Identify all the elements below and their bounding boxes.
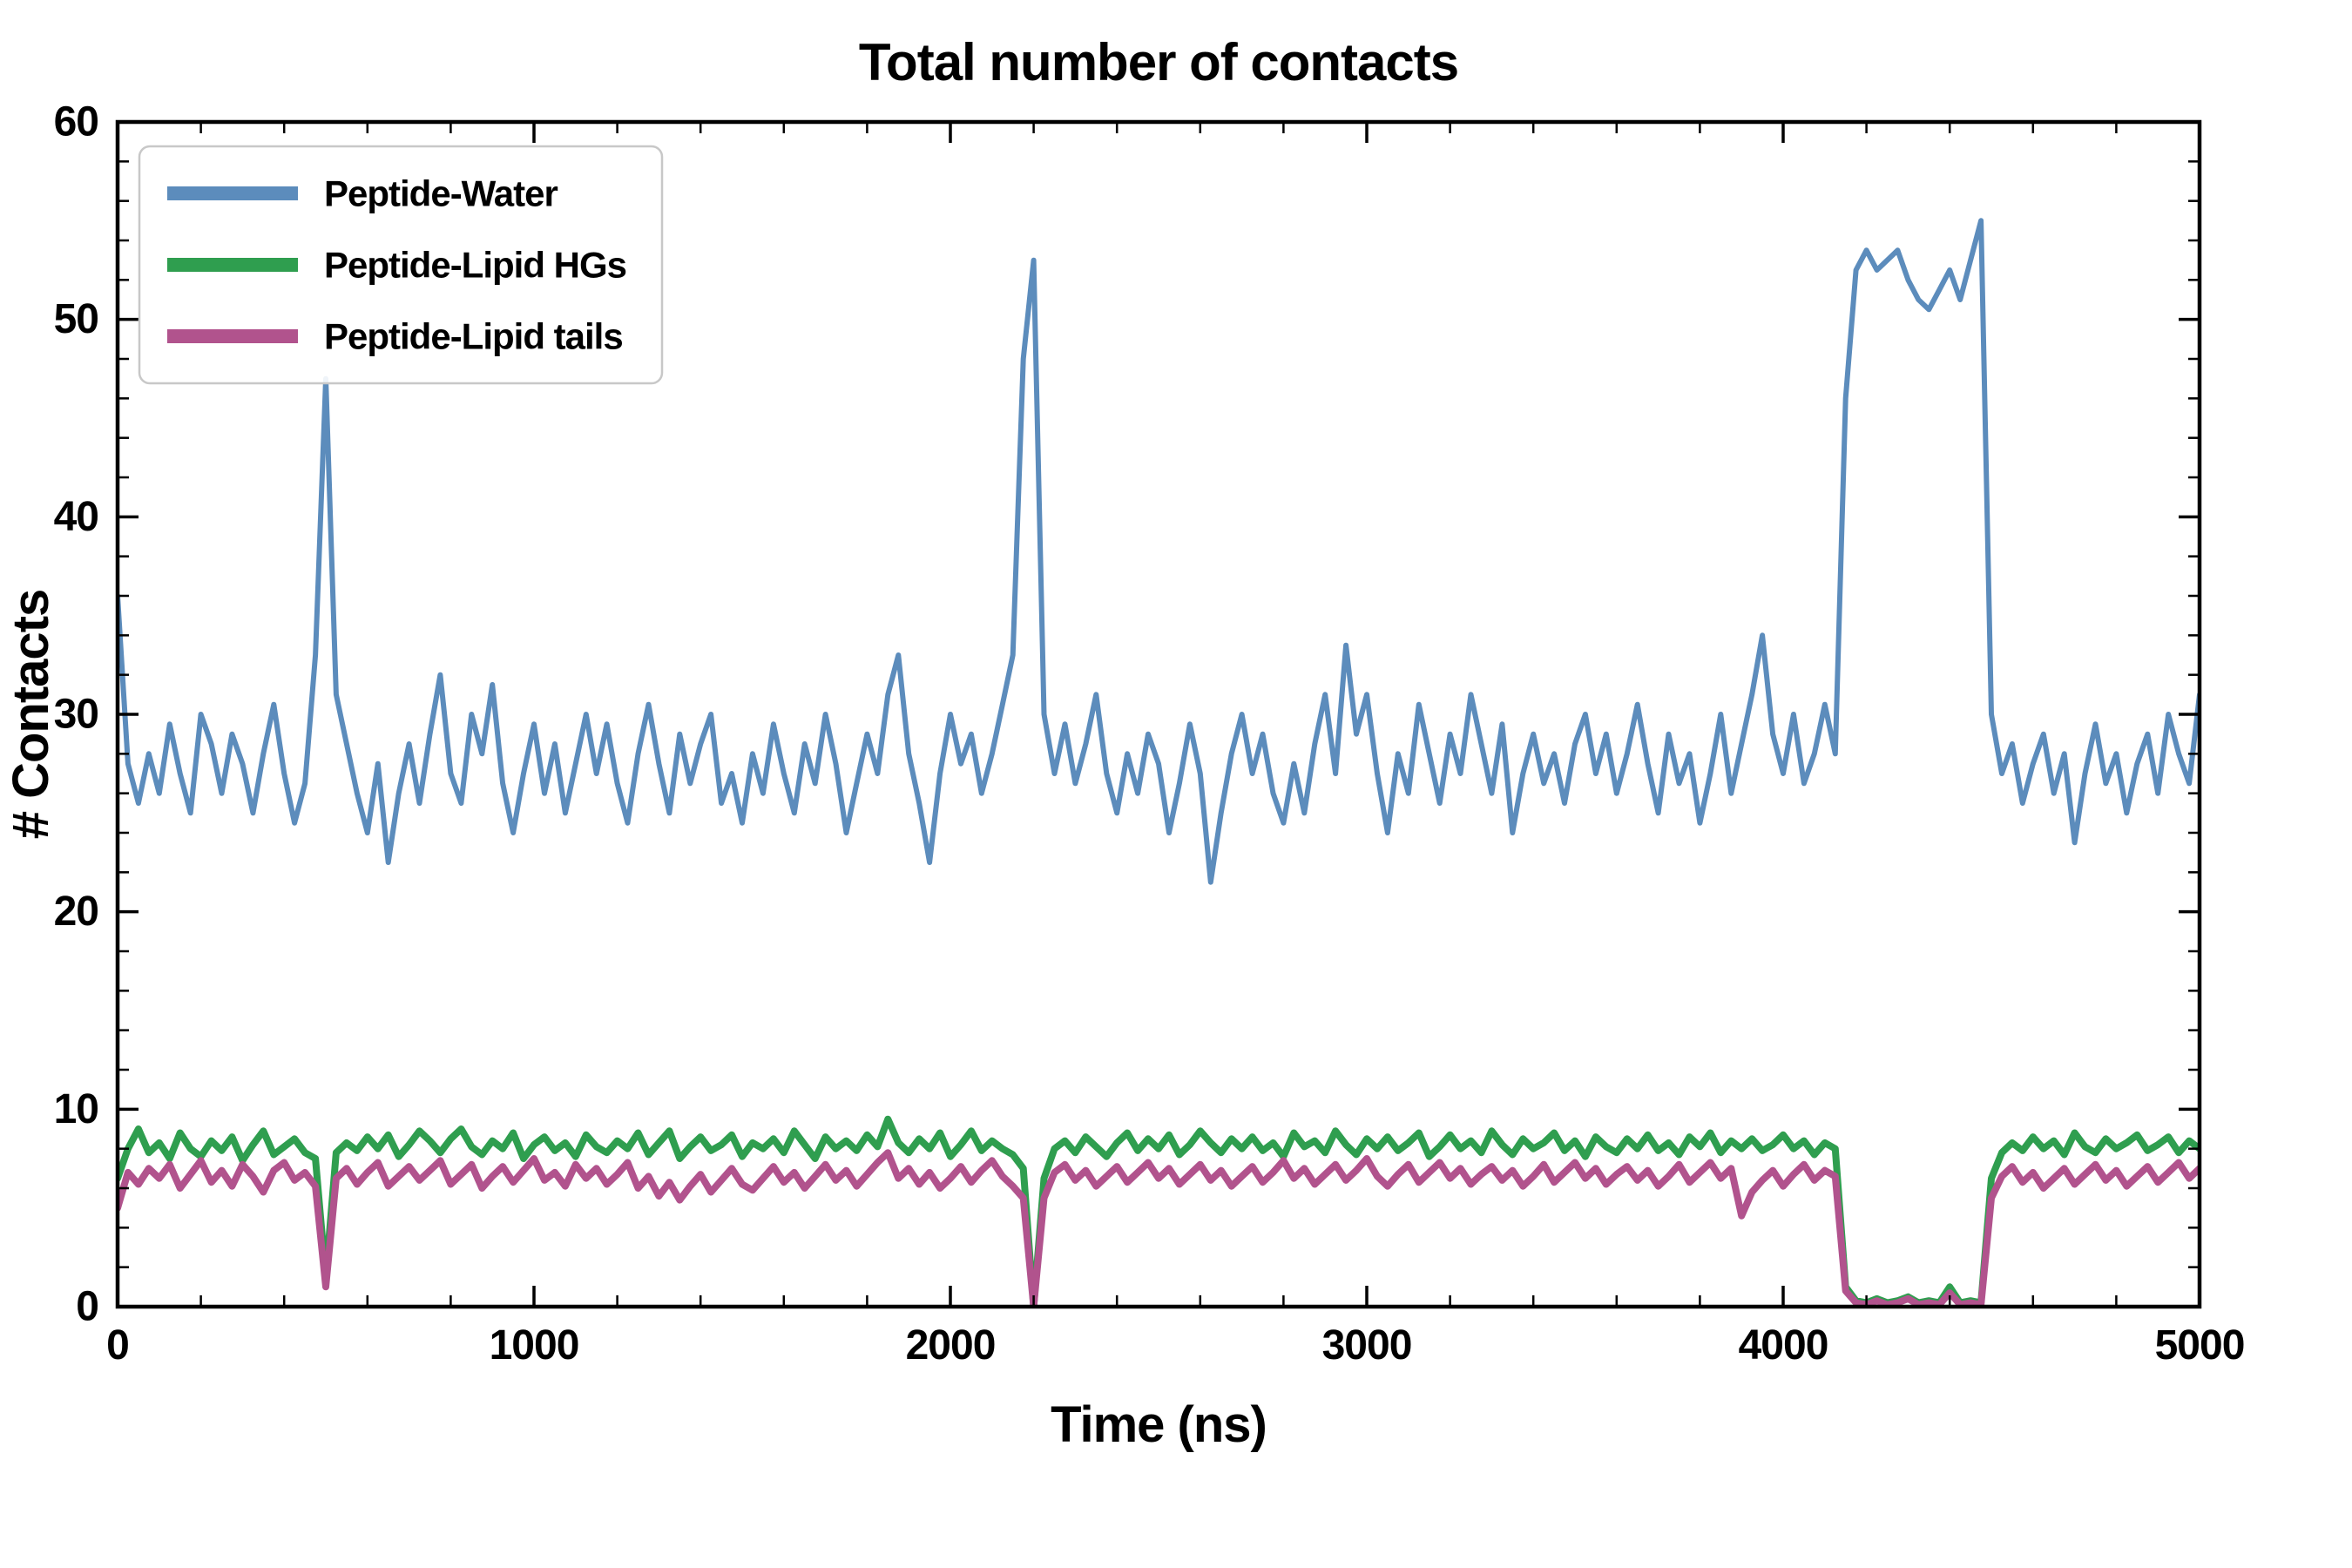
y-tick-label: 40 [54,494,98,540]
legend-label-peptide-lipid-tails: Peptide-Lipid tails [324,316,623,357]
x-tick-label: 5000 [2155,1322,2245,1369]
y-tick-label: 0 [76,1284,98,1330]
plot-frame [115,119,2202,1309]
x-tick-label: 4000 [1739,1322,1828,1369]
y-tick-label: 20 [54,889,98,935]
y-tick-label: 60 [54,99,98,145]
chart-title: Total number of contacts [859,33,1458,91]
x-tick-label: 1000 [490,1322,579,1369]
plot-area: 0 1000 2000 3000 4000 5000 0 10 20 30 40 50 60 [54,99,2246,1369]
legend-label-peptide-lipid-hgs: Peptide-Lipid HGs [324,245,626,286]
legend-label-peptide-water: Peptide-Water [324,173,558,214]
series-line-peptide-water [118,218,2200,885]
legend: Peptide-Water Peptide-Lipid HGs Peptide-… [138,145,664,385]
x-axis-label: Time (ns) [1051,1396,1267,1453]
y-tick-label: 10 [54,1086,98,1132]
legend-box [138,145,664,385]
series-line-peptide-lipid-hgs [118,1115,2200,1307]
y-tick-label: 50 [54,296,98,342]
series-line-peptide-lipid-tails [118,1149,2200,1307]
x-tick-label: 2000 [906,1322,996,1369]
y-tick-label: 30 [54,692,98,738]
x-tick-label: 0 [106,1322,129,1369]
x-tick-label: 3000 [1322,1322,1412,1369]
y-axis-label: # Contacts [3,590,59,840]
